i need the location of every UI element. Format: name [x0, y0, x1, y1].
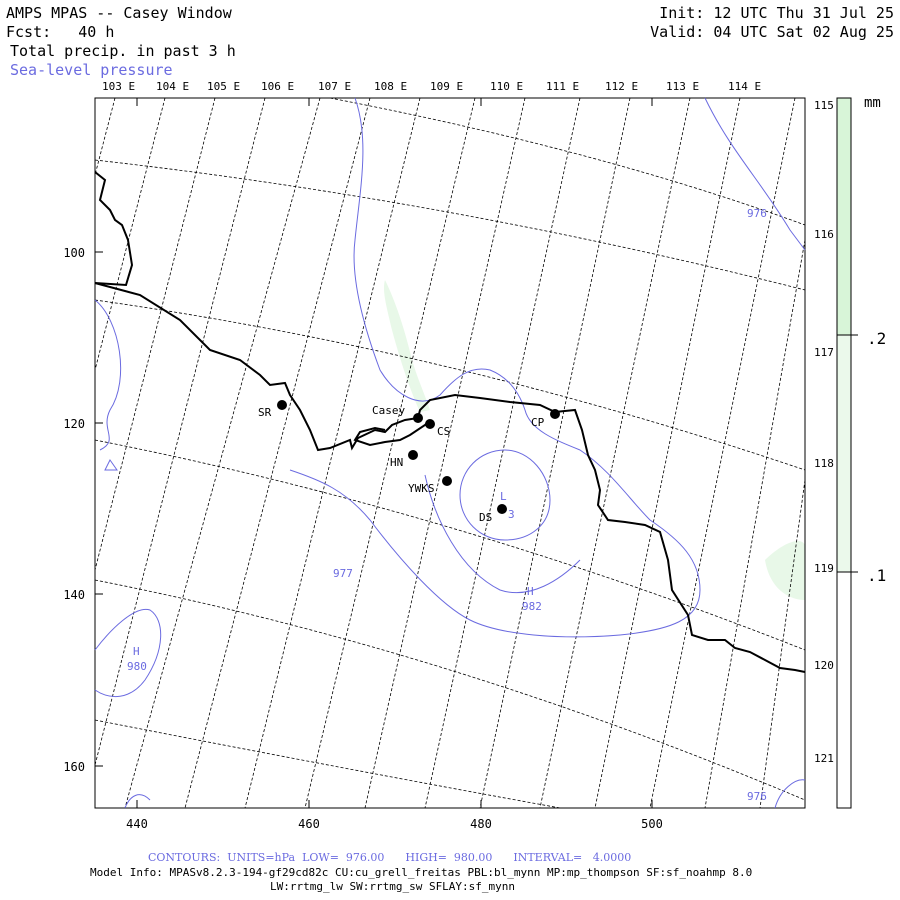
- lon-label-103e: 103 E: [102, 80, 135, 93]
- lon-label-106e: 106 E: [261, 80, 294, 93]
- app-title: AMPS MPAS -- Casey Window: [6, 4, 232, 22]
- x-axis-ticks: [136, 98, 653, 808]
- x-tick-label-460: 460: [298, 817, 320, 831]
- lon-label-107e: 107 E: [318, 80, 351, 93]
- y-tick-label-140: 140: [63, 588, 85, 602]
- x-tick-label-500: 500: [641, 817, 663, 831]
- station-dot-ywks: [442, 476, 452, 486]
- lon-label-111e: 111 E: [546, 80, 579, 93]
- coastline: [94, 171, 806, 673]
- station-dot-sr: [277, 400, 287, 410]
- colorbar-unit: mm: [864, 95, 881, 111]
- contour-label-976-ne: 976: [747, 207, 767, 220]
- overlay-description: Sea-level pressure: [10, 61, 173, 79]
- station-dot-cp: [550, 409, 560, 419]
- station-label-ds: DS: [479, 511, 492, 524]
- pressure-low-label: L: [500, 490, 507, 503]
- station-dot-hn: [408, 450, 418, 460]
- y-tick-label-120: 120: [63, 417, 85, 431]
- pressure-contours: [94, 97, 806, 809]
- valid-time: Valid: 04 UTC Sat 02 Aug 25: [650, 23, 894, 41]
- contour-label-976-se: 976: [747, 790, 767, 803]
- pressure-low-value: 3: [508, 508, 515, 521]
- lon-label-104e: 104 E: [156, 80, 189, 93]
- x-tick-label-480: 480: [470, 817, 492, 831]
- station-label-casey: Casey: [372, 404, 405, 417]
- lon-label-108e: 108 E: [374, 80, 407, 93]
- station-label-sr: SR: [258, 406, 272, 419]
- init-time: Init: 12 UTC Thu 31 Jul 25: [659, 4, 894, 22]
- y-tick-label-100: 100: [63, 246, 85, 260]
- contour-info: CONTOURS: UNITS=hPa LOW= 976.00 HIGH= 98…: [148, 851, 632, 864]
- pressure-high-label: H: [527, 585, 534, 598]
- precip-colorbar: mm .2 .1: [836, 95, 886, 809]
- lat-lon-graticule: [94, 97, 806, 809]
- colorbar-label-0-2: .2: [867, 329, 886, 348]
- colorbar-segment-upper: [836, 97, 852, 336]
- contour-label-982: 982: [522, 600, 542, 613]
- colorbar-label-0-1: .1: [867, 566, 886, 585]
- station-label-ywks: YWKS: [408, 482, 435, 495]
- field-description: Total precip. in past 3 h: [10, 42, 236, 60]
- lon-label-105e: 105 E: [207, 80, 240, 93]
- plot-frame: [94, 97, 806, 809]
- lon-label-110e: 110 E: [490, 80, 523, 93]
- pressure-high-label-west: H: [133, 645, 140, 658]
- contour-label-977: 977: [333, 567, 353, 580]
- station-dot-ds: [497, 504, 507, 514]
- forecast-hour: Fcst: 40 h: [6, 23, 115, 41]
- lon-label-109e: 109 E: [430, 80, 463, 93]
- model-info-physics: LW:rrtmg_lw SW:rrtmg_sw SFLAY:sf_mynn: [270, 880, 516, 893]
- station-dot-cs: [425, 419, 435, 429]
- lon-label-113e: 113 E: [666, 80, 699, 93]
- precip-shading: [383, 280, 805, 600]
- colorbar-segment-middle: [836, 334, 852, 573]
- station-markers: [277, 400, 560, 514]
- y-axis-ticks: [95, 251, 103, 767]
- station-label-hn: HN: [390, 456, 403, 469]
- lon-label-112e: 112 E: [605, 80, 638, 93]
- model-info: Model Info: MPASv8.2.3-194-gf29cd82c CU:…: [90, 866, 753, 879]
- y-tick-label-160: 160: [63, 760, 85, 774]
- station-label-cp: CP: [531, 416, 545, 429]
- x-tick-label-440: 440: [126, 817, 148, 831]
- colorbar-segment-lower: [836, 571, 852, 809]
- lon-label-114e: 114 E: [728, 80, 761, 93]
- station-dot-casey: [413, 413, 423, 423]
- contour-label-980: 980: [127, 660, 147, 673]
- station-label-cs: CS: [437, 425, 450, 438]
